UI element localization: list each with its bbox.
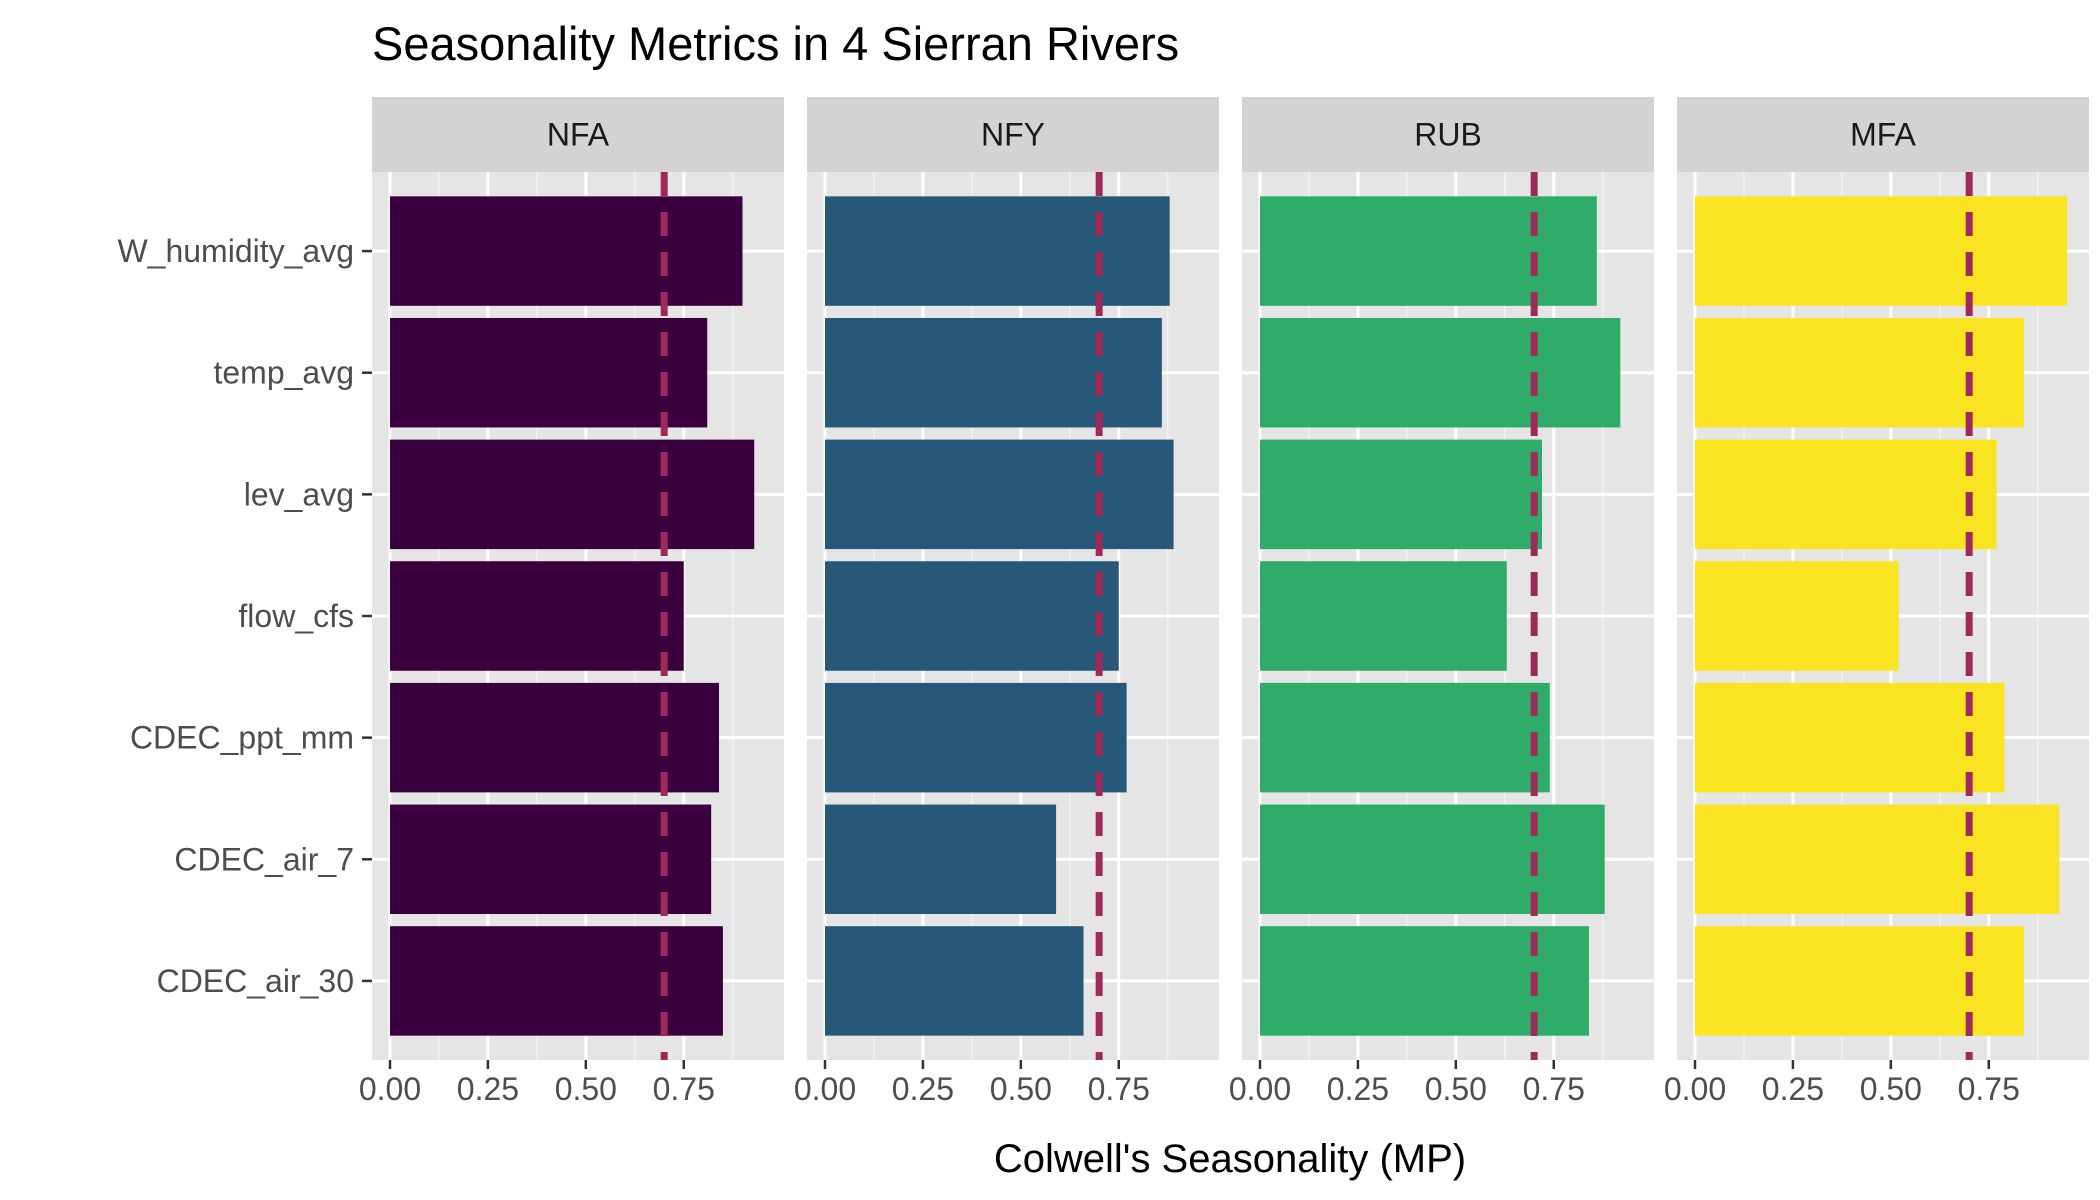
- bar-rub-lev-avg: [1260, 439, 1542, 550]
- bar-nfy-cdec-air-30: [825, 926, 1084, 1036]
- bar-nfa-cdec-ppt-mm: [390, 682, 719, 793]
- y-tick-label: lev_avg: [244, 476, 354, 512]
- y-tick-label: CDEC_air_7: [174, 841, 354, 877]
- facet-strip: [1677, 97, 2089, 172]
- x-tick-label: 0.75: [1958, 1071, 2020, 1107]
- bar-mfa-temp-avg: [1695, 317, 2024, 428]
- bar-nfa-w-humidity-avg: [390, 196, 743, 306]
- x-tick-label: 0.25: [1327, 1071, 1389, 1107]
- chart-title: Seasonality Metrics in 4 Sierran Rivers: [372, 17, 1179, 70]
- bar-nfy-w-humidity-avg: [825, 196, 1170, 306]
- bar-mfa-lev-avg: [1695, 439, 1997, 550]
- bar-nfa-cdec-air-7: [390, 804, 712, 915]
- bar-nfy-cdec-ppt-mm: [825, 682, 1127, 793]
- bar-nfy-cdec-air-7: [825, 804, 1057, 915]
- x-tick-label: 0.75: [653, 1071, 715, 1107]
- x-tick-label: 0.75: [1523, 1071, 1585, 1107]
- bar-mfa-cdec-air-30: [1695, 926, 2024, 1036]
- bar-mfa-flow-cfs: [1695, 561, 1899, 671]
- bar-rub-temp-avg: [1260, 317, 1621, 428]
- bar-nfy-lev-avg: [825, 439, 1174, 550]
- bar-nfy-flow-cfs: [825, 561, 1119, 671]
- bar-rub-flow-cfs: [1260, 561, 1507, 671]
- facet-panel-nfa: NFA 0.00 0.25 0.50 0.75: [359, 97, 784, 1107]
- facet-strip-label: RUB: [1414, 117, 1482, 153]
- facet-panel-nfy: NFY 0.00 0.25 0.50 0.75: [794, 97, 1219, 1107]
- y-tick-label: flow_cfs: [238, 598, 354, 634]
- facet-strip: [372, 97, 784, 172]
- bar-mfa-w-humidity-avg: [1695, 196, 2068, 306]
- bar-mfa-cdec-ppt-mm: [1695, 682, 2005, 793]
- bar-rub-cdec-air-7: [1260, 804, 1605, 915]
- facet-panel-rub: RUB 0.00 0.25 0.50 0.75: [1229, 97, 1654, 1107]
- y-axis: W_humidity_avg temp_avg lev_avg flow_cfs CDE…: [117, 233, 372, 999]
- x-tick-label: 0.50: [1425, 1071, 1487, 1107]
- facet-strip-label: MFA: [1850, 117, 1916, 153]
- x-tick-label: 0.50: [555, 1071, 617, 1107]
- facet-strip: [807, 97, 1219, 172]
- bar-nfa-cdec-air-30: [390, 926, 723, 1036]
- facet-strip-label: NFY: [981, 117, 1045, 153]
- bar-nfa-flow-cfs: [390, 561, 684, 671]
- facet-panel-mfa: MFA 0.00 0.25 0.50 0.75: [1664, 97, 2089, 1107]
- x-tick-label: 0.75: [1088, 1071, 1150, 1107]
- x-tick-label: 0.25: [457, 1071, 519, 1107]
- x-tick-label: 0.25: [1762, 1071, 1824, 1107]
- y-tick-label: temp_avg: [213, 355, 354, 391]
- facet-strip-label: NFA: [547, 117, 610, 153]
- x-tick-label: 0.50: [990, 1071, 1052, 1107]
- y-tick-label: CDEC_air_30: [157, 963, 354, 999]
- y-tick-label: W_humidity_avg: [117, 233, 354, 269]
- bar-mfa-cdec-air-7: [1695, 804, 2060, 915]
- bar-rub-cdec-air-30: [1260, 926, 1589, 1036]
- y-tick-label: CDEC_ppt_mm: [130, 720, 354, 756]
- bar-rub-cdec-ppt-mm: [1260, 682, 1550, 793]
- x-tick-label: 0.00: [1229, 1071, 1291, 1107]
- bar-nfa-temp-avg: [390, 317, 708, 428]
- x-tick-label: 0.50: [1860, 1071, 1922, 1107]
- x-tick-label: 0.00: [1664, 1071, 1726, 1107]
- x-tick-label: 0.00: [794, 1071, 856, 1107]
- x-axis-title: Colwell's Seasonality (MP): [994, 1137, 1466, 1181]
- x-tick-label: 0.00: [359, 1071, 421, 1107]
- bar-nfa-lev-avg: [390, 439, 755, 550]
- bar-rub-w-humidity-avg: [1260, 196, 1597, 306]
- x-tick-label: 0.25: [892, 1071, 954, 1107]
- bar-nfy-temp-avg: [825, 317, 1162, 428]
- facet-strip: [1242, 97, 1654, 172]
